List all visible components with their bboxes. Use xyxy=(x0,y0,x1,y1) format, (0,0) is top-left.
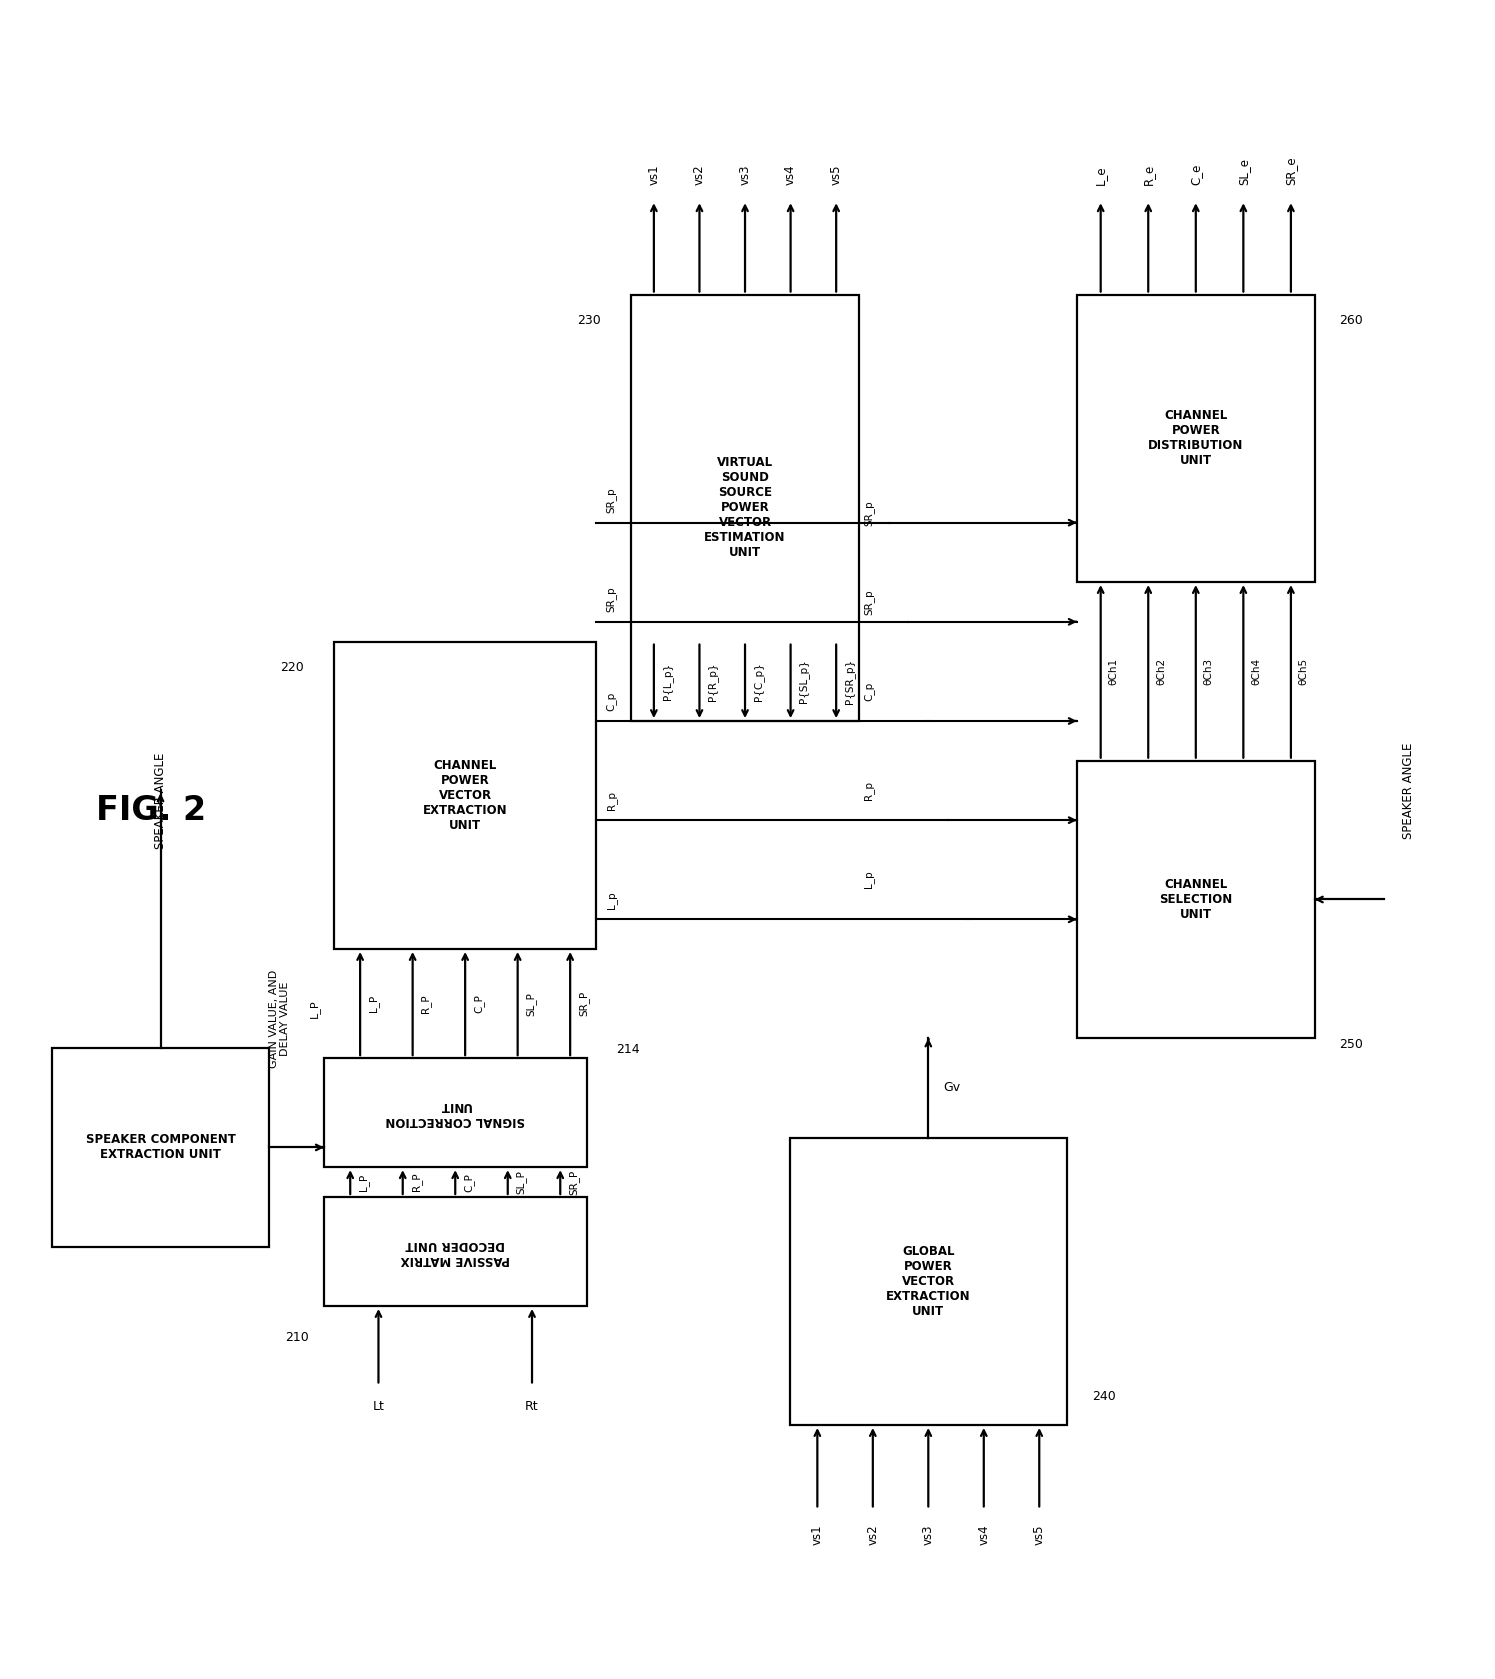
Text: CHANNEL
POWER
DISTRIBUTION
UNIT: CHANNEL POWER DISTRIBUTION UNIT xyxy=(1148,410,1244,467)
Text: L_P: L_P xyxy=(368,996,378,1012)
Bar xyxy=(333,641,597,949)
Text: 220: 220 xyxy=(281,662,303,675)
Text: 230: 230 xyxy=(577,314,601,327)
Text: SR_P: SR_P xyxy=(579,991,589,1016)
Text: P{C_p}: P{C_p} xyxy=(753,662,764,700)
Text: vs2: vs2 xyxy=(694,165,706,185)
Bar xyxy=(51,1048,269,1246)
Text: SL_P: SL_P xyxy=(526,992,537,1016)
Text: 214: 214 xyxy=(616,1043,640,1056)
Text: P{SR_p}: P{SR_p} xyxy=(845,658,855,704)
Text: PASSIVE MATRIX
DECODER UNIT: PASSIVE MATRIX DECODER UNIT xyxy=(401,1237,510,1266)
Text: CHANNEL
SELECTION
UNIT: CHANNEL SELECTION UNIT xyxy=(1159,878,1232,922)
Text: R_P: R_P xyxy=(420,994,432,1012)
Text: L_p: L_p xyxy=(864,871,875,888)
Text: SPEAKER ANGLE: SPEAKER ANGLE xyxy=(1402,742,1416,838)
Text: L_p: L_p xyxy=(605,892,617,910)
Text: vs4: vs4 xyxy=(783,165,797,185)
Text: SPEAKER ANGLE: SPEAKER ANGLE xyxy=(154,752,167,848)
Text: θCh5: θCh5 xyxy=(1299,658,1308,685)
Text: C_P: C_P xyxy=(472,994,484,1012)
Text: FIG. 2: FIG. 2 xyxy=(96,794,206,826)
Text: C_e: C_e xyxy=(1190,165,1202,185)
Text: SR_p: SR_p xyxy=(605,586,617,611)
Text: θCh4: θCh4 xyxy=(1251,658,1262,685)
Text: L_P: L_P xyxy=(359,1174,369,1190)
Text: θCh2: θCh2 xyxy=(1156,658,1166,685)
Bar xyxy=(631,294,860,720)
Text: C_p: C_p xyxy=(864,682,875,700)
Text: R_p: R_p xyxy=(605,791,617,811)
Text: P{L_p}: P{L_p} xyxy=(662,663,673,700)
Text: 250: 250 xyxy=(1340,1038,1363,1051)
Text: SR_p: SR_p xyxy=(605,487,617,512)
Text: SR_p: SR_p xyxy=(864,500,875,526)
Text: CHANNEL
POWER
VECTOR
EXTRACTION
UNIT: CHANNEL POWER VECTOR EXTRACTION UNIT xyxy=(423,759,507,831)
Text: vs1: vs1 xyxy=(647,165,661,185)
Text: SR_e: SR_e xyxy=(1284,156,1298,185)
Bar xyxy=(1076,761,1314,1038)
Text: vs3: vs3 xyxy=(739,165,752,185)
Bar xyxy=(789,1137,1067,1425)
Text: SPEAKER COMPONENT
EXTRACTION UNIT: SPEAKER COMPONENT EXTRACTION UNIT xyxy=(85,1133,235,1162)
Text: GLOBAL
POWER
VECTOR
EXTRACTION
UNIT: GLOBAL POWER VECTOR EXTRACTION UNIT xyxy=(887,1244,970,1318)
Text: vs5: vs5 xyxy=(1033,1525,1046,1545)
Text: P{SL_p}: P{SL_p} xyxy=(798,660,809,704)
Text: SL_e: SL_e xyxy=(1236,158,1250,185)
Text: Lt: Lt xyxy=(372,1400,384,1414)
Text: VIRTUAL
SOUND
SOURCE
POWER
VECTOR
ESTIMATION
UNIT: VIRTUAL SOUND SOURCE POWER VECTOR ESTIMA… xyxy=(704,457,786,559)
Bar xyxy=(324,1058,586,1167)
Text: vs3: vs3 xyxy=(922,1525,934,1545)
Text: Rt: Rt xyxy=(525,1400,538,1414)
Text: 260: 260 xyxy=(1340,314,1363,327)
Text: θCh1: θCh1 xyxy=(1109,658,1118,685)
Text: GAIN VALUE, AND
DELAY VALUE: GAIN VALUE, AND DELAY VALUE xyxy=(269,969,290,1068)
Text: SIGNAL CORRECTION
UNIT: SIGNAL CORRECTION UNIT xyxy=(386,1098,525,1127)
Text: P{R_p}: P{R_p} xyxy=(707,662,718,700)
Text: θCh3: θCh3 xyxy=(1203,658,1214,685)
Bar xyxy=(324,1197,586,1306)
Bar xyxy=(1076,294,1314,583)
Text: R_P: R_P xyxy=(411,1174,422,1192)
Text: 210: 210 xyxy=(286,1331,309,1343)
Text: R_p: R_p xyxy=(864,781,875,799)
Text: vs2: vs2 xyxy=(866,1525,879,1545)
Text: L_P: L_P xyxy=(308,999,320,1017)
Text: C_P: C_P xyxy=(463,1172,474,1192)
Text: SR_p: SR_p xyxy=(864,589,875,615)
Text: R_e: R_e xyxy=(1142,165,1154,185)
Text: C_p: C_p xyxy=(605,692,617,712)
Text: 240: 240 xyxy=(1091,1390,1115,1404)
Text: vs1: vs1 xyxy=(810,1525,824,1545)
Text: L_e: L_e xyxy=(1094,166,1108,185)
Text: vs5: vs5 xyxy=(830,165,843,185)
Text: Gv: Gv xyxy=(943,1081,960,1095)
Text: vs4: vs4 xyxy=(978,1525,990,1545)
Text: SR_P: SR_P xyxy=(568,1170,579,1195)
Text: SL_P: SL_P xyxy=(516,1170,526,1194)
